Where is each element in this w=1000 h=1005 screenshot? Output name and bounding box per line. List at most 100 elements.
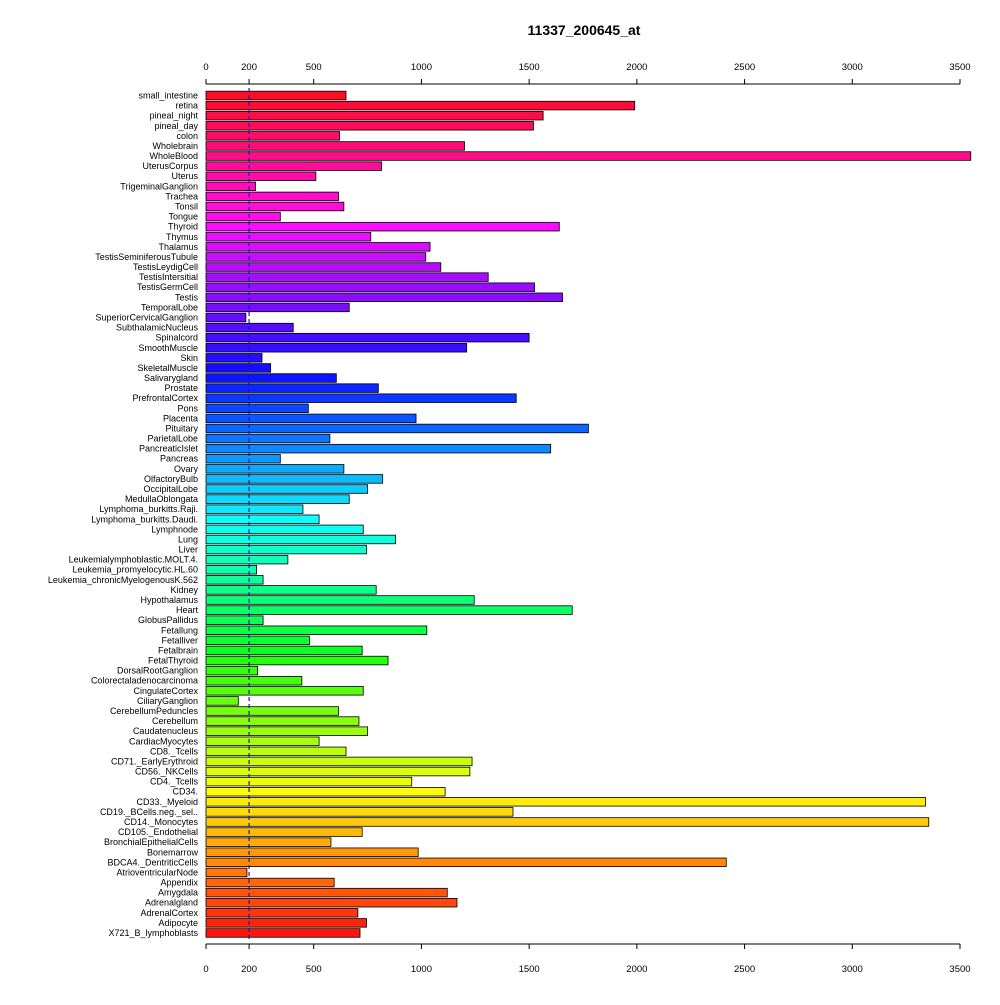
bar: [205, 201, 345, 212]
category-label: Lymphnode: [151, 524, 198, 534]
category-label: Caudatenucleus: [133, 726, 199, 736]
bar: [205, 433, 331, 444]
category-label: TemporalLobe: [141, 302, 198, 312]
category-label: CD34.: [172, 787, 198, 797]
category-label: TestisGermCell: [137, 282, 198, 292]
bar: [205, 554, 289, 565]
category-label: BDCA4._DentriticCells: [107, 857, 198, 867]
category-label: OlfactoryBulb: [144, 474, 198, 484]
bar: [205, 726, 368, 736]
category-label: Cerebellum: [152, 716, 198, 726]
bar: [205, 423, 589, 434]
bar: [205, 353, 263, 363]
top-tick-label: 0: [203, 62, 208, 73]
bar: [205, 544, 367, 555]
category-label: Fetallung: [161, 625, 198, 635]
bar: [205, 191, 339, 202]
category-label: PrefrontalCortex: [132, 393, 198, 403]
category-label: Leukemialymphoblastic.MOLT.4.: [69, 555, 198, 565]
category-label: Adrenalgland: [145, 898, 198, 908]
category-label: OccipitalLobe: [143, 484, 198, 494]
bar: [205, 847, 419, 857]
category-label: PancreaticIslet: [139, 444, 199, 454]
category-label: Hypothalamus: [140, 595, 198, 605]
bar: [205, 797, 926, 807]
category-label: small_intestine: [138, 91, 198, 101]
category-label: Wholebrain: [152, 141, 198, 151]
category-label: BronchialEpithelialCells: [104, 837, 199, 847]
category-label: UterusCorpus: [142, 161, 198, 171]
bar: [205, 595, 475, 605]
bar: [205, 373, 337, 383]
bar: [205, 282, 535, 292]
bar: [205, 665, 259, 676]
category-label: Colorectaladenocarcinoma: [91, 676, 198, 686]
category-label: Lung: [178, 534, 198, 544]
bar: [205, 898, 458, 908]
bar: [205, 736, 320, 746]
bar: [205, 867, 248, 878]
chart-title: 11337_200645_at: [528, 22, 641, 38]
top-tick-label: 3500: [949, 62, 970, 73]
top-tick-label: 200: [241, 62, 257, 73]
category-label: TestisSeminiferousTubule: [95, 252, 198, 262]
category-label: Pancreas: [160, 454, 199, 464]
category-label: Testis: [175, 292, 199, 302]
category-label: CD4._Tcells: [150, 777, 199, 787]
bar: [205, 615, 264, 625]
bar: [205, 131, 340, 141]
category-label: pineal_day: [154, 121, 198, 131]
bar: [205, 443, 552, 454]
category-label: CD56._NKCells: [135, 767, 199, 777]
bar: [205, 90, 347, 101]
bottom-tick-label: 200: [241, 964, 257, 975]
bar: [205, 262, 442, 272]
top-x-axis: 0 200 500 1000 1500 2000 2500 3000 3500: [203, 62, 971, 85]
category-label: CD19._BCells.neg._sel..: [100, 807, 198, 817]
bar: [205, 686, 364, 696]
bar: [205, 585, 377, 595]
category-label: Tonsil: [175, 201, 198, 211]
category-labels: small_intestineretinapineal_nightpineal_…: [48, 91, 199, 938]
bar: [205, 484, 368, 494]
category-label: X721_B_lymphoblasts: [108, 928, 198, 938]
bar: [205, 161, 382, 171]
category-label: Liver: [178, 545, 198, 555]
bar: [205, 494, 350, 504]
bar: [205, 696, 239, 706]
bar: [205, 171, 317, 181]
bar: [205, 706, 339, 716]
bottom-tick-label: 1000: [411, 964, 432, 975]
bar: [205, 887, 448, 898]
bar: [205, 605, 573, 615]
top-tick-label: 3000: [842, 62, 863, 73]
category-label: Pituitary: [165, 423, 198, 433]
bar: [205, 141, 465, 151]
top-tick-label: 1000: [411, 62, 432, 73]
category-label: CD71._EarlyErythroid: [111, 756, 198, 766]
bottom-tick-label: 1500: [519, 964, 540, 975]
bar: [205, 918, 367, 928]
category-label: AtrioventricularNode: [116, 867, 198, 877]
category-label: Prostate: [164, 383, 198, 393]
category-label: ParietalLobe: [147, 434, 198, 444]
bar: [205, 817, 930, 827]
bar: [205, 524, 364, 535]
bottom-tick-label: 0: [203, 964, 208, 975]
category-label: WholeBlood: [149, 151, 198, 161]
category-label: CD33._Myeloid: [136, 797, 198, 807]
bar: [205, 928, 361, 938]
bar: [205, 383, 379, 393]
bar: [205, 343, 468, 353]
bar: [205, 565, 258, 575]
category-label: TrigeminalGanglion: [120, 181, 198, 191]
bar: [205, 716, 360, 726]
category-label: Leukemia_promyelocytic.HL.60: [72, 565, 198, 575]
bar: [205, 776, 413, 787]
top-tick-label: 2500: [734, 62, 755, 73]
bar: [205, 625, 428, 635]
category-label: AdrenalCortex: [140, 908, 198, 918]
category-label: SkeletalMuscle: [137, 363, 198, 373]
category-label: CD105._Endothelial: [118, 827, 198, 837]
